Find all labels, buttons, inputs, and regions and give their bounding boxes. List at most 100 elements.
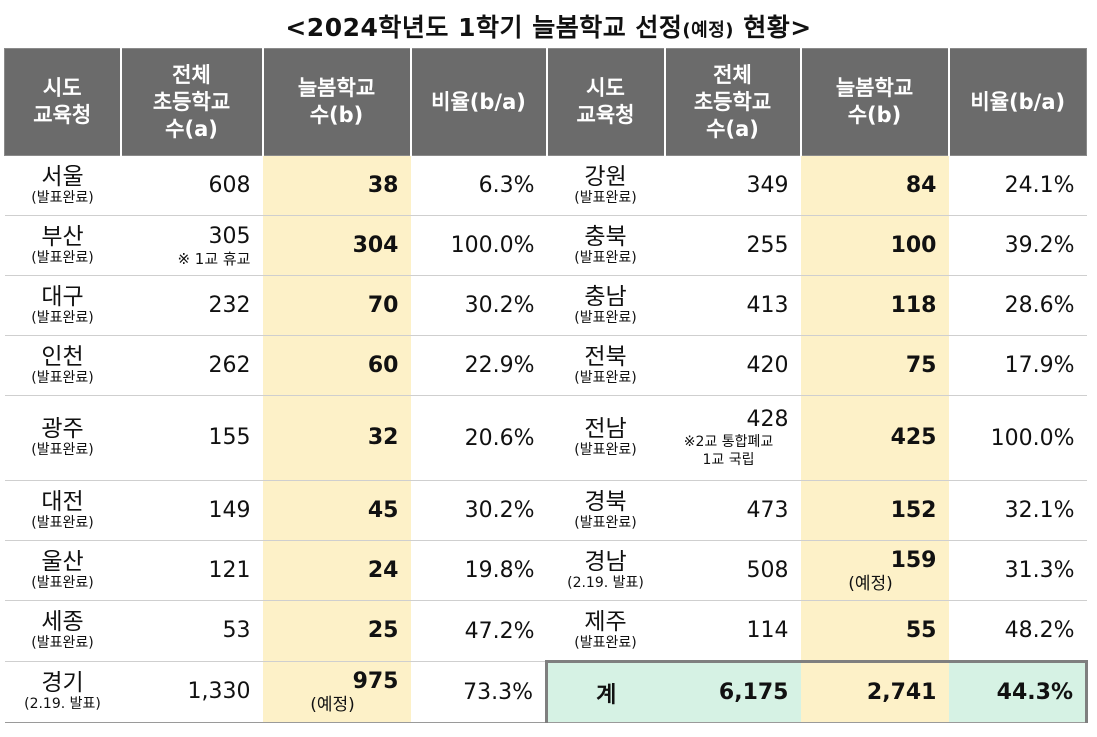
region-name: 충남 [584, 283, 627, 310]
region-name: 전남 [584, 416, 627, 442]
region-status: (2.19. 발표) [24, 696, 101, 712]
header-region-right: 시도 교육청 [546, 48, 666, 156]
header-neulbom-right: 늘봄학교 수(b) [800, 48, 950, 156]
region-name: 서울 [41, 163, 84, 190]
neulbom-count-cell: 60 [262, 335, 411, 396]
total-schools-cell: 53 [120, 600, 263, 662]
title-main: <2024학년도 1학기 늘봄학교 선정 [285, 13, 683, 42]
total-schools-cell: 121 [120, 540, 263, 601]
neulbom-count-cell: 159 (예정) [800, 540, 949, 601]
region-name: 충북 [584, 223, 627, 250]
table-row: 경기 (2.19. 발표) 1,330 975 (예정) 73.3% 계 6,175 2,741… [4, 660, 1088, 723]
region-status: (발표완료) [31, 514, 94, 531]
region-name: 경기 [41, 670, 84, 696]
neulbom-sub: (예정) [848, 573, 893, 594]
region-status: (발표완료) [574, 514, 637, 531]
sum-label: 계 [545, 660, 665, 723]
region-name: 경남 [584, 548, 627, 575]
neulbom-count-cell: 152 [800, 480, 949, 541]
region-status: (발표완료) [31, 249, 94, 266]
table-row: 광주 (발표완료) 155 32 20.6% 전남 (발표완료) 428 ※2교 통합폐교 1교 … [4, 395, 1087, 481]
region-cell: 서울 (발표완료) [4, 155, 121, 216]
neulbom-count-cell: 45 [262, 480, 411, 541]
total-schools-cell: 473 [664, 480, 801, 541]
ratio-cell: 19.8% [410, 540, 547, 601]
ratio-cell: 47.2% [410, 600, 547, 662]
region-cell: 제주 (발표완료) [546, 600, 665, 662]
total-schools-cell: 349 [664, 155, 801, 216]
region-name: 울산 [41, 548, 84, 575]
table-row: 부산 (발표완료) 305 ※ 1교 휴교 304 100.0% 충북 (발표완료) 255 10… [4, 215, 1087, 276]
header-ratio: 비율(b/a) [410, 48, 548, 156]
neulbom-count-cell: 75 [800, 335, 949, 396]
header-ratio-right: 비율(b/a) [948, 48, 1087, 156]
table-row: 인천 (발표완료) 262 60 22.9% 전북 (발표완료) 420 75 17.9% [4, 335, 1087, 396]
neulbom-count-cell: 38 [262, 155, 411, 216]
neulbom-count-cell: 70 [262, 275, 411, 336]
region-name: 경북 [584, 488, 627, 515]
ratio-cell: 28.6% [948, 275, 1087, 336]
region-status: (발표완료) [31, 369, 94, 386]
title-small: (예정) [682, 20, 734, 41]
page-title: <2024학년도 1학기 늘봄학교 선정(예정) 현황> [0, 8, 1097, 44]
region-status: (발표완료) [31, 635, 94, 651]
header-row: 시도 교육청 전체 초등학교 수(a) 늘봄학교 수(b) 비율(b/a) 시도 교육청 … [4, 48, 1087, 156]
region-name: 인천 [41, 343, 84, 370]
header-total-right: 전체 초등학교 수(a) [664, 48, 802, 156]
region-status: (발표완료) [574, 309, 637, 326]
ratio-cell: 17.9% [948, 335, 1087, 396]
status-table: 시도 교육청 전체 초등학교 수(a) 늘봄학교 수(b) 비율(b/a) 시도 교육청 … [4, 48, 1088, 723]
region-cell: 전남 (발표완료) [546, 395, 665, 481]
neulbom-count-cell: 425 [800, 395, 949, 481]
region-cell: 울산 (발표완료) [4, 540, 121, 601]
region-status: (2.19. 발표) [567, 574, 644, 591]
ratio-cell: 22.9% [410, 335, 547, 396]
sum-neulbom: 2,741 [800, 660, 949, 723]
region-status: (발표완료) [574, 369, 637, 386]
total-schools-cell: 420 [664, 335, 801, 396]
region-cell: 부산 (발표완료) [4, 215, 121, 276]
ratio-cell: 48.2% [948, 600, 1087, 662]
ratio-cell: 100.0% [410, 215, 547, 276]
total-schools-cell: 1,330 [120, 661, 263, 723]
region-cell: 세종 (발표완료) [4, 600, 121, 662]
total-schools-cell: 608 [120, 155, 263, 216]
region-cell: 경남 (2.19. 발표) [546, 540, 665, 601]
ratio-cell: 39.2% [948, 215, 1087, 276]
region-cell: 인천 (발표완료) [4, 335, 121, 396]
ratio-cell: 24.1% [948, 155, 1087, 216]
region-status: (발표완료) [574, 249, 637, 266]
region-cell: 대구 (발표완료) [4, 275, 121, 336]
region-status: (발표완료) [574, 634, 637, 651]
region-cell: 광주 (발표완료) [4, 395, 121, 481]
total-schools-cell: 262 [120, 335, 263, 396]
header-total: 전체 초등학교 수(a) [120, 48, 264, 156]
region-name: 세종 [41, 609, 84, 635]
region-cell: 강원 (발표완료) [546, 155, 665, 216]
total-note: ※ 1교 휴교 [177, 249, 251, 268]
region-cell: 경북 (발표완료) [546, 480, 665, 541]
region-name: 제주 [584, 608, 627, 635]
region-status: (발표완료) [574, 442, 637, 458]
total-note-2: 1교 국립 [702, 452, 755, 468]
neulbom-count-cell: 304 [262, 215, 411, 276]
ratio-cell: 20.6% [410, 395, 547, 481]
total-schools-cell: 114 [664, 600, 801, 662]
ratio-cell: 73.3% [410, 661, 547, 723]
total-schools-cell: 428 ※2교 통합폐교 1교 국립 [664, 395, 801, 481]
total-schools-cell: 232 [120, 275, 263, 336]
region-cell: 대전 (발표완료) [4, 480, 121, 541]
neulbom-count-cell: 84 [800, 155, 949, 216]
table-row: 세종 (발표완료) 53 25 47.2% 제주 (발표완료) 114 55 48.2% [4, 600, 1087, 662]
total-schools-cell: 149 [120, 480, 263, 541]
region-name: 강원 [584, 163, 627, 190]
sum-ratio: 44.3% [948, 660, 1088, 723]
region-cell: 경기 (2.19. 발표) [4, 661, 121, 723]
total-note: ※2교 통합폐교 [683, 434, 774, 450]
ratio-cell: 6.3% [410, 155, 547, 216]
neulbom-count-cell: 24 [262, 540, 411, 601]
header-neulbom: 늘봄학교 수(b) [262, 48, 412, 156]
region-cell: 충북 (발표완료) [546, 215, 665, 276]
region-status: (발표완료) [31, 574, 94, 591]
ratio-cell: 31.3% [948, 540, 1087, 601]
